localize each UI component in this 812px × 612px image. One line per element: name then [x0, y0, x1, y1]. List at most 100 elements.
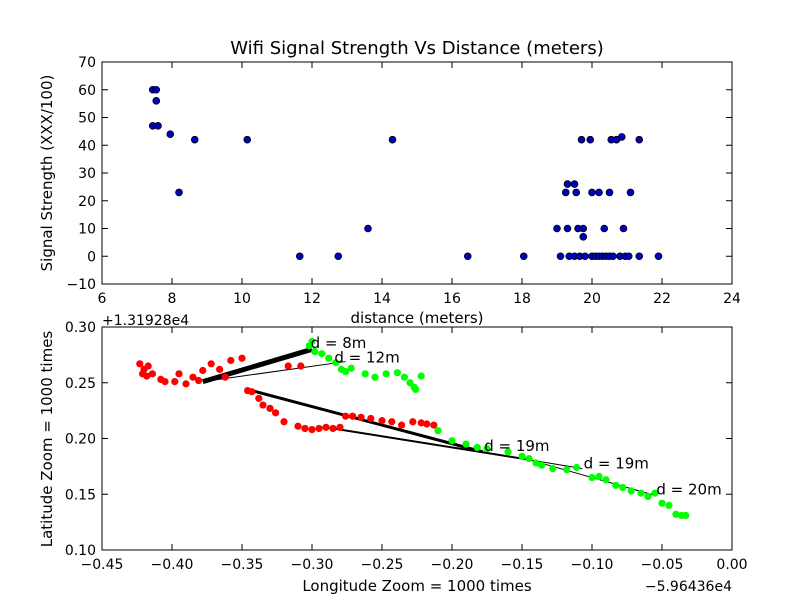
gps-point: [665, 501, 673, 509]
gps-point: [388, 418, 396, 426]
distance-line: [247, 387, 484, 454]
top-scatter-points: [148, 85, 663, 261]
gps-point: [658, 499, 666, 507]
gps-point: [266, 404, 274, 412]
gps-point: [308, 337, 316, 346]
gps-point: [518, 452, 526, 460]
gps-point: [342, 368, 350, 376]
signal-point: [243, 135, 252, 144]
top-y-tick-label: 40: [78, 138, 96, 154]
signal-point: [619, 224, 628, 233]
gps-point: [612, 481, 620, 489]
gps-point: [434, 427, 442, 435]
bottom-x-offset-text: −5.96436e4: [645, 579, 732, 595]
signal-point: [166, 130, 175, 138]
gps-point: [504, 448, 512, 456]
gps-point: [637, 489, 645, 497]
gps-point: [189, 373, 197, 381]
gps-point: [549, 465, 557, 473]
gps-point: [227, 356, 235, 365]
gps-point: [462, 440, 470, 448]
signal-point: [600, 224, 609, 233]
gps-point: [195, 376, 203, 385]
top-y-tick-label: 0: [87, 249, 96, 265]
signal-point: [635, 252, 644, 261]
gps-point: [367, 414, 375, 423]
bottom-y-axis-label: Latitude Zoom = 1000 times: [38, 331, 56, 548]
gps-point: [602, 476, 610, 484]
signal-point: [152, 85, 161, 94]
bottom-x-tick-label: −0.45: [81, 557, 124, 573]
gps-point: [221, 373, 229, 381]
signal-point: [519, 252, 528, 261]
top-x-tick-label: 16: [443, 291, 461, 307]
gps-point: [651, 489, 659, 497]
bottom-plot-frame: [101, 326, 733, 551]
top-x-tick-label: 20: [583, 291, 601, 307]
gps-point: [325, 354, 333, 362]
gps-point: [144, 362, 152, 370]
top-x-axis-label: distance (meters): [351, 309, 484, 327]
top-chart-title: Wifi Signal Strength Vs Distance (meters…: [230, 38, 603, 59]
gps-point: [393, 369, 401, 377]
gps-point: [284, 362, 292, 370]
gps-point: [644, 492, 652, 501]
signal-point: [588, 188, 596, 197]
gps-points: [136, 337, 690, 520]
gps-point: [297, 362, 305, 370]
signal-point: [654, 252, 663, 261]
gps-point: [294, 422, 302, 430]
signal-point: [334, 252, 343, 261]
gps-point: [357, 413, 365, 421]
gps-point: [322, 423, 330, 431]
gps-point: [382, 370, 390, 378]
gps-point: [199, 366, 207, 375]
gps-point: [315, 424, 323, 433]
signal-strength-plot: Wifi Signal Strength Vs Distance (meters…: [38, 38, 741, 329]
signal-point: [152, 97, 161, 105]
gps-point: [332, 359, 340, 367]
gps-point: [573, 463, 581, 472]
gps-point: [349, 412, 357, 420]
signal-point: [617, 133, 626, 141]
gps-point: [308, 425, 316, 434]
top-x-tick-label: 6: [98, 291, 107, 307]
gps-point: [409, 418, 417, 426]
signal-point: [563, 180, 572, 188]
gps-track-plot: d = 8md = 12m d = 19m d = 19m d = 20m −0.45…: [38, 320, 748, 595]
gps-point: [148, 370, 156, 378]
signal-point: [175, 188, 183, 197]
signal-point: [626, 188, 635, 197]
signal-point: [609, 252, 617, 261]
gps-point: [378, 417, 386, 425]
bottom-x-tick-label: −0.40: [151, 557, 194, 573]
distance-annotation: d = 12m: [334, 349, 399, 367]
gps-point: [318, 350, 326, 358]
distance-lines: [202, 346, 656, 496]
bottom-x-tick-label: −0.25: [361, 557, 404, 573]
gps-point: [280, 418, 288, 426]
gps-point: [248, 388, 256, 396]
gps-point: [371, 373, 379, 381]
top-y-tick-label: 20: [78, 194, 96, 210]
gps-point: [619, 483, 627, 492]
signal-point: [553, 224, 561, 233]
signal-point: [556, 252, 565, 261]
gps-point: [143, 372, 151, 380]
signal-point: [581, 252, 589, 261]
gps-point: [588, 473, 596, 482]
bottom-y-tick-label: 0.30: [65, 320, 96, 336]
gps-point: [255, 394, 263, 402]
bottom-y-tick-label: 0.15: [65, 487, 96, 503]
gps-point: [175, 370, 183, 378]
gps-point: [423, 420, 431, 428]
top-x-tick-label: 22: [653, 291, 671, 307]
signal-point: [295, 252, 304, 261]
gps-point: [136, 360, 144, 368]
distance-line: [202, 346, 313, 385]
gps-point: [207, 360, 215, 368]
gps-point: [342, 412, 350, 420]
top-x-tick-label: 14: [373, 291, 391, 307]
top-y-tick-label: 60: [78, 83, 96, 99]
